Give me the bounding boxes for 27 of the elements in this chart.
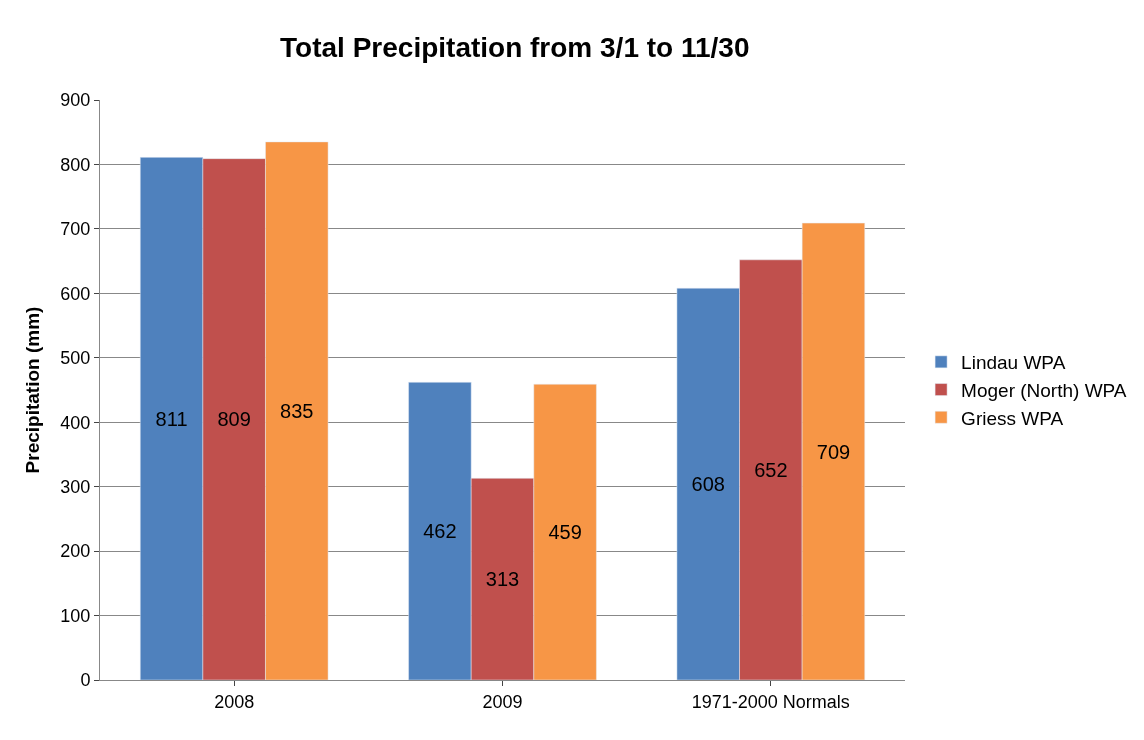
data-label: 652 <box>754 458 788 481</box>
data-label: 459 <box>548 521 582 544</box>
data-label: 313 <box>485 568 520 591</box>
y-tick-label: 800 <box>60 154 91 175</box>
legend-label: Moger (North) WPA <box>961 379 1127 401</box>
x-tick-label: 2008 <box>214 691 255 712</box>
data-label: 811 <box>155 407 188 430</box>
y-tick-label: 600 <box>60 283 91 304</box>
data-label: 462 <box>423 520 457 543</box>
y-axis-title: Precipitation (mm) <box>22 306 44 474</box>
y-tick-label: 300 <box>60 476 91 497</box>
y-tick-label: 0 <box>80 670 91 691</box>
y-tick-label: 100 <box>60 605 91 626</box>
data-label: 809 <box>217 408 251 431</box>
y-tick-label: 500 <box>60 348 91 369</box>
data-label: 709 <box>816 440 851 463</box>
data-label: 608 <box>691 473 725 496</box>
x-tick-label: 2009 <box>482 691 523 712</box>
legend-label: Lindau WPA <box>961 352 1066 374</box>
y-tick-label: 400 <box>60 412 91 433</box>
y-tick-label: 700 <box>60 219 91 240</box>
legend-label: Griess WPA <box>961 407 1064 429</box>
x-tick-label: 1971-2000 Normals <box>691 691 850 712</box>
y-tick-label: 200 <box>60 541 91 562</box>
data-label: 835 <box>280 399 314 422</box>
y-tick-label: 900 <box>60 90 91 111</box>
chart-title: Total Precipitation from 3/1 to 11/30 <box>280 31 750 63</box>
